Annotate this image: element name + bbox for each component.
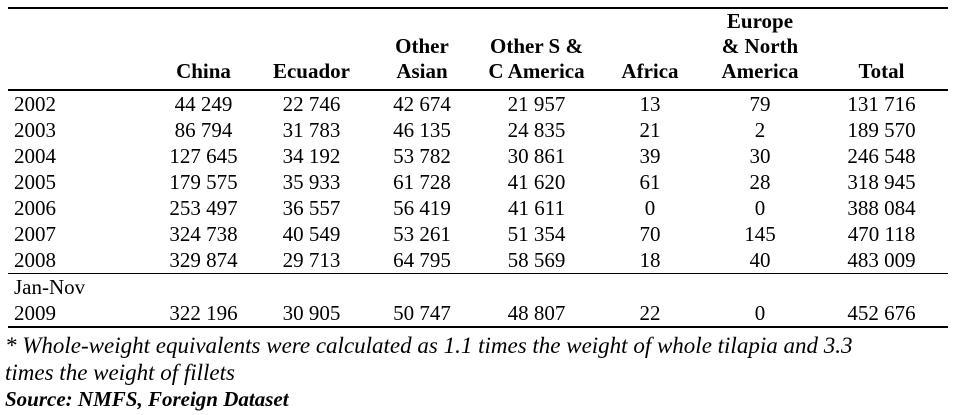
table-cell: 127 645 xyxy=(169,144,238,168)
table-cell: 53 261 xyxy=(393,222,451,246)
table-row-2008: 2008 329 874 29 713 64 795 58 569 18 40 … xyxy=(8,247,948,274)
table-cell: 21 xyxy=(639,118,661,142)
column-header-ecuador: Ecuador xyxy=(257,8,366,91)
footnote: * Whole-weight equivalents were calculat… xyxy=(5,332,956,386)
year-label: 2005 xyxy=(14,170,56,194)
table-cell: 322 196 xyxy=(150,273,257,328)
table-header: China Ecuador Other Asian Other S & C Am… xyxy=(8,8,948,91)
table-cell: 470 118 xyxy=(847,222,916,246)
table-cell: 2 xyxy=(754,118,766,142)
table-cell: 40 549 xyxy=(282,222,341,246)
table-body: 2002 44 249 22 746 42 674 21 957 13 79 1… xyxy=(8,90,948,328)
table-cell: 13 xyxy=(639,92,661,116)
table-cell: 56 419 xyxy=(393,196,451,220)
table-cell: 30 905 xyxy=(257,273,366,328)
table-cell: 189 570 xyxy=(847,118,916,142)
table-cell: 40 xyxy=(705,247,815,274)
table-cell: 51 354 xyxy=(507,222,566,246)
table-cell: 0 xyxy=(705,273,815,328)
table-cell: 86 794 xyxy=(174,118,233,142)
year-label: 2008 xyxy=(8,247,150,274)
table-cell: 131 716 xyxy=(847,92,916,116)
table-cell: 44 249 xyxy=(174,92,233,116)
table-cell: 324 738 xyxy=(169,222,238,246)
footnote-line: * Whole-weight equivalents were calculat… xyxy=(5,333,853,358)
table-cell: 246 548 xyxy=(847,144,916,168)
table-cell: 42 674 xyxy=(393,92,451,116)
table-cell: 70 xyxy=(639,222,661,246)
year-label: Jan-Nov 2009 xyxy=(8,273,150,328)
table-cell: 61 728 xyxy=(393,170,451,194)
year-label: 2007 xyxy=(14,222,56,246)
table-cell: 329 874 xyxy=(150,247,257,274)
table-cell: 35 933 xyxy=(282,170,341,194)
table-cell: 28 xyxy=(749,170,771,194)
table-row-2006: 2006 253 497 36 557 56 419 41 611 0 0 38… xyxy=(8,195,948,221)
table-cell: 50 747 xyxy=(366,273,478,328)
year-label: 2002 xyxy=(14,92,56,116)
column-header-other-asian: Other Asian xyxy=(366,8,478,91)
year-label: 2004 xyxy=(14,144,56,168)
table-cell: 39 xyxy=(639,144,661,168)
year-label: 2003 xyxy=(14,118,56,142)
table-cell: 30 xyxy=(749,144,771,168)
table-cell: 46 135 xyxy=(393,118,451,142)
column-header-africa: Africa xyxy=(595,8,705,91)
table-cell: 18 xyxy=(595,247,705,274)
table-row-jan-nov-2009: Jan-Nov 2009 322 196 30 905 50 747 48 80… xyxy=(8,273,948,328)
table-cell: 58 569 xyxy=(478,247,595,274)
table-cell: 53 782 xyxy=(393,144,451,168)
table-cell: 64 795 xyxy=(366,247,478,274)
table-cell: 29 713 xyxy=(257,247,366,274)
column-header-total: Total xyxy=(815,8,948,91)
column-header-other-s-c-america: Other S & C America xyxy=(478,8,595,91)
table-cell: 79 xyxy=(749,92,771,116)
table-cell: 34 192 xyxy=(282,144,341,168)
column-header-blank xyxy=(8,8,150,91)
table-cell: 30 861 xyxy=(507,144,566,168)
table-cell: 388 084 xyxy=(847,196,916,220)
table-cell: 41 611 xyxy=(508,196,565,220)
table-cell: 483 009 xyxy=(815,247,948,274)
table-cell: 31 783 xyxy=(282,118,341,142)
year-label: 2006 xyxy=(14,196,56,220)
table-cell: 22 xyxy=(595,273,705,328)
source-note: Source: NMFS, Foreign Dataset xyxy=(5,387,289,411)
table-cell: 0 xyxy=(644,196,656,220)
table-row-2005: 2005 179 575 35 933 61 728 41 620 61 28 … xyxy=(8,169,948,195)
table-cell: 24 835 xyxy=(507,118,566,142)
table-row-2007: 2007 324 738 40 549 53 261 51 354 70 145… xyxy=(8,221,948,247)
table-cell: 452 676 xyxy=(815,273,948,328)
table-cell: 36 557 xyxy=(282,196,341,220)
table-cell: 21 957 xyxy=(507,92,566,116)
table-cell: 179 575 xyxy=(169,170,238,194)
table-cell: 61 xyxy=(639,170,661,194)
table-row-2004: 2004 127 645 34 192 53 782 30 861 39 30 … xyxy=(8,143,948,169)
table-cell: 48 807 xyxy=(478,273,595,328)
table-cell: 253 497 xyxy=(169,196,238,220)
table-cell: 318 945 xyxy=(847,170,916,194)
table-cell: 22 746 xyxy=(282,92,341,116)
table-cell: 41 620 xyxy=(507,170,566,194)
table-row-2003: 2003 86 794 31 783 46 135 24 835 21 2 18… xyxy=(8,117,948,143)
column-header-europe-north-america: Europe & North America xyxy=(705,8,815,91)
table-row-2002: 2002 44 249 22 746 42 674 21 957 13 79 1… xyxy=(8,90,948,117)
footnote-line: times the weight of fillets xyxy=(5,360,235,385)
table-cell: 145 xyxy=(744,222,776,246)
imports-table: China Ecuador Other Asian Other S & C Am… xyxy=(8,7,948,328)
column-header-china: China xyxy=(150,8,257,91)
table-cell: 0 xyxy=(754,196,766,220)
header-row: China Ecuador Other Asian Other S & C Am… xyxy=(8,8,948,91)
